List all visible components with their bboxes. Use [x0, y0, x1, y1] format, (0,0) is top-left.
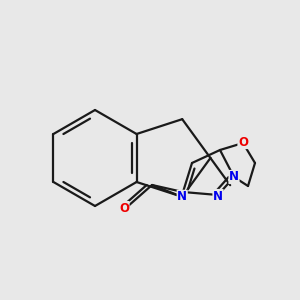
Text: N: N: [213, 190, 223, 202]
Text: N: N: [177, 190, 187, 203]
Text: N: N: [229, 170, 239, 184]
Text: O: O: [119, 202, 129, 214]
Text: O: O: [238, 136, 248, 148]
